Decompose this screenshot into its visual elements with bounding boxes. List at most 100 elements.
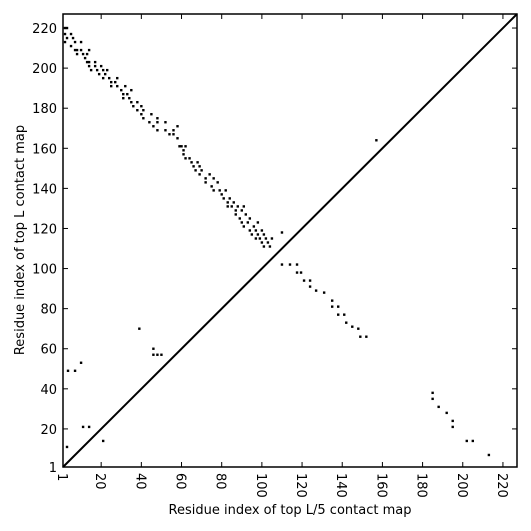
point (65, 445, 69, 449)
point (248, 217, 252, 220)
point (204, 177, 207, 180)
point (365, 335, 368, 338)
point (73, 369, 77, 372)
point (487, 453, 491, 457)
point (236, 205, 239, 208)
point (172, 129, 175, 132)
point (465, 439, 468, 443)
y-tick-label: 60 (40, 343, 57, 358)
point (136, 100, 139, 104)
point (156, 129, 159, 132)
point (232, 201, 235, 204)
point (262, 233, 266, 236)
point (87, 60, 91, 64)
point (164, 121, 167, 124)
point (65, 36, 69, 40)
point (302, 279, 306, 282)
point (240, 221, 243, 224)
y-tick-label: 20 (40, 423, 57, 438)
point (178, 145, 181, 148)
point (182, 153, 185, 156)
point (132, 105, 135, 108)
point (180, 145, 183, 148)
point (256, 233, 260, 236)
point (198, 173, 201, 176)
point (176, 137, 179, 140)
point (254, 237, 258, 240)
point (451, 425, 454, 429)
point (99, 64, 103, 68)
point (252, 225, 256, 228)
point (95, 68, 99, 72)
point (172, 133, 175, 136)
point (238, 217, 241, 220)
point (124, 84, 127, 88)
point (63, 32, 67, 36)
x-tick-label: 180 (414, 473, 429, 498)
point (357, 327, 360, 330)
point (244, 213, 248, 216)
point (142, 109, 145, 112)
point (295, 263, 299, 266)
point (83, 56, 87, 60)
x-tick-label: 20 (92, 473, 107, 490)
point (79, 48, 83, 52)
x-tick-label: 160 (373, 473, 388, 498)
point (270, 237, 274, 240)
point (63, 40, 67, 44)
point (108, 76, 111, 80)
point (114, 80, 117, 84)
point (140, 113, 143, 116)
point (142, 117, 145, 120)
point (164, 129, 167, 132)
point (194, 169, 197, 172)
point (351, 325, 354, 328)
point (93, 64, 97, 68)
y-axis-label: Residue index of top L contact map (13, 125, 28, 355)
point (87, 48, 91, 52)
point (198, 165, 201, 168)
point (128, 96, 131, 100)
point (260, 241, 264, 244)
point (234, 213, 237, 216)
point (196, 161, 199, 164)
point (184, 157, 187, 160)
point (176, 125, 179, 128)
point (79, 40, 83, 44)
point (308, 285, 312, 288)
point (192, 165, 195, 168)
point (220, 193, 223, 196)
point (280, 263, 284, 266)
y-tick-label: 200 (32, 62, 57, 77)
point (120, 88, 123, 92)
point (73, 48, 77, 52)
point (73, 40, 77, 44)
point (110, 84, 113, 88)
point (156, 121, 159, 124)
point (105, 68, 109, 72)
point (93, 60, 97, 64)
y-tick-label: 40 (40, 383, 57, 398)
point (222, 197, 225, 200)
point (101, 76, 105, 80)
point (308, 279, 312, 282)
point (69, 44, 73, 48)
point (122, 92, 125, 96)
point (130, 88, 133, 92)
point (260, 229, 264, 232)
y-tick-label: 1 (49, 461, 57, 476)
point (234, 209, 237, 212)
point (63, 26, 67, 30)
point (288, 263, 292, 266)
point (130, 100, 133, 104)
point (140, 105, 143, 108)
point (69, 32, 73, 36)
point (212, 177, 215, 180)
point (101, 439, 105, 443)
point (152, 125, 155, 128)
y-tick-label: 140 (32, 182, 57, 197)
point (188, 157, 191, 160)
point (65, 26, 69, 30)
point (87, 64, 91, 68)
point (314, 289, 318, 292)
